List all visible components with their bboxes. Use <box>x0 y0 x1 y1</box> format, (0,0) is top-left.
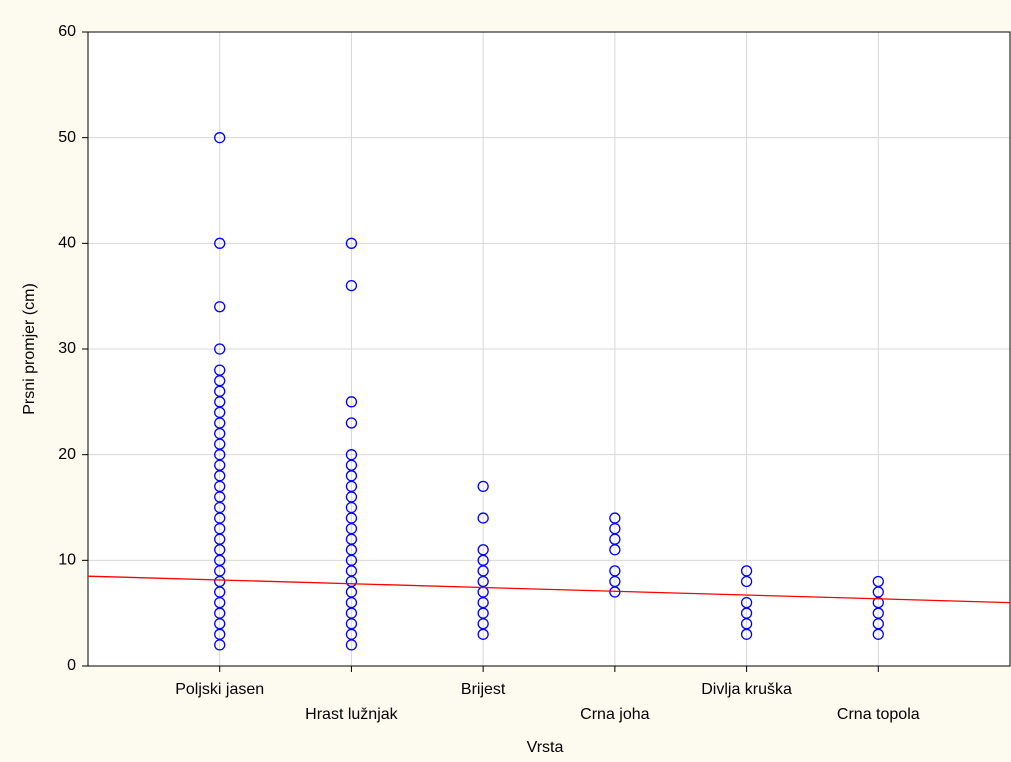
trend-line <box>87 575 1011 604</box>
y-tick-label: 10 <box>58 552 76 569</box>
point <box>345 279 358 292</box>
y-axis-label: Prsni promjer (cm) <box>21 283 38 415</box>
plot-frame <box>87 31 1011 667</box>
point <box>214 301 226 313</box>
point <box>345 417 358 429</box>
y-tick-label: 50 <box>58 129 76 146</box>
x-tick-label: Poljski jasen <box>175 681 264 698</box>
y-tick-label: 60 <box>58 23 76 40</box>
point <box>740 575 753 588</box>
point <box>477 628 489 640</box>
y-tick-label: 20 <box>58 446 76 463</box>
x-tick-label: Hrast lužnjak <box>305 706 398 723</box>
point <box>740 628 753 640</box>
point <box>477 480 489 493</box>
point <box>477 512 489 524</box>
point <box>214 237 226 249</box>
point <box>214 639 226 651</box>
point <box>345 639 358 651</box>
x-tick-label: Divlja kruška <box>701 681 792 698</box>
point <box>214 132 226 144</box>
x-tick-label: Brijest <box>461 681 506 698</box>
y-tick-label: 0 <box>67 657 76 674</box>
x-axis-label: Vrsta <box>527 739 564 756</box>
point <box>214 343 226 355</box>
y-tick-label: 30 <box>58 340 76 357</box>
point <box>345 396 358 408</box>
y-tick-label: 40 <box>58 235 76 252</box>
x-tick-label: Crna topola <box>837 706 920 723</box>
point <box>609 544 621 556</box>
point <box>345 237 358 249</box>
x-tick-label: Crna joha <box>580 706 649 723</box>
point <box>872 628 884 640</box>
